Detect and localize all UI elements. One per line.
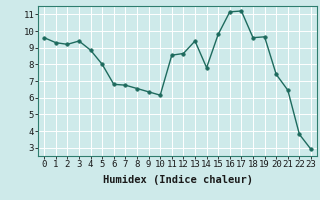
X-axis label: Humidex (Indice chaleur): Humidex (Indice chaleur) xyxy=(103,175,252,185)
